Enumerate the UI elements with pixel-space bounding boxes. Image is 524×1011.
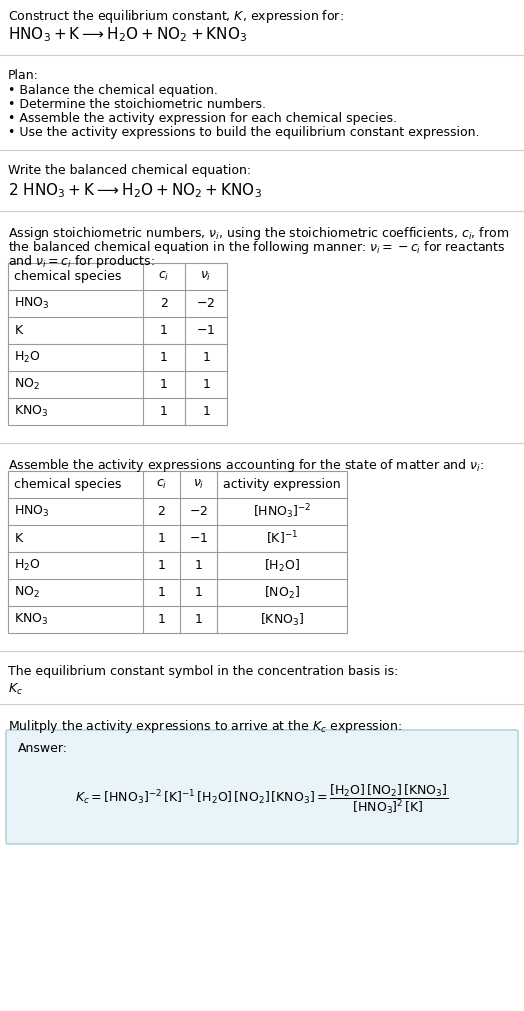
Text: Assign stoichiometric numbers, $\nu_i$, using the stoichiometric coefficients, $: Assign stoichiometric numbers, $\nu_i$, … [8,225,509,242]
Text: 1: 1 [160,405,168,418]
Text: $\nu_i$: $\nu_i$ [193,478,204,491]
Text: $-2$: $-2$ [196,297,215,310]
Text: $[\mathrm{NO_2}]$: $[\mathrm{NO_2}]$ [264,584,300,601]
Text: Plan:: Plan: [8,69,39,82]
Text: $1$: $1$ [194,559,203,572]
Text: $-2$: $-2$ [189,506,208,518]
Text: 1: 1 [158,559,166,572]
Text: $\mathrm{H_2O}$: $\mathrm{H_2O}$ [14,350,40,365]
Text: • Balance the chemical equation.: • Balance the chemical equation. [8,84,218,97]
Text: $\mathrm{NO_2}$: $\mathrm{NO_2}$ [14,585,40,601]
Text: chemical species: chemical species [14,270,122,283]
Text: activity expression: activity expression [223,478,341,491]
Text: • Assemble the activity expression for each chemical species.: • Assemble the activity expression for e… [8,112,397,125]
Text: $[\mathrm{K}]^{-1}$: $[\mathrm{K}]^{-1}$ [266,530,298,547]
Text: The equilibrium constant symbol in the concentration basis is:: The equilibrium constant symbol in the c… [8,665,398,678]
Text: 2: 2 [158,506,166,518]
Text: $\mathrm{KNO_3}$: $\mathrm{KNO_3}$ [14,404,48,419]
Text: $[\mathrm{HNO_3}]^{-2}$: $[\mathrm{HNO_3}]^{-2}$ [253,502,311,521]
Text: $-1$: $-1$ [189,532,208,545]
Text: $\mathrm{K}$: $\mathrm{K}$ [14,324,25,337]
FancyBboxPatch shape [6,730,518,844]
Text: and $\nu_i = c_i$ for products:: and $\nu_i = c_i$ for products: [8,253,155,270]
Text: $\mathrm{KNO_3}$: $\mathrm{KNO_3}$ [14,612,48,627]
Text: $1$: $1$ [194,613,203,626]
Text: 2: 2 [160,297,168,310]
Text: $[\mathrm{KNO_3}]$: $[\mathrm{KNO_3}]$ [260,612,304,628]
Text: $1$: $1$ [202,378,210,391]
Text: chemical species: chemical species [14,478,122,491]
Text: Answer:: Answer: [18,742,68,755]
Text: $-1$: $-1$ [196,324,215,337]
Text: $[\mathrm{H_2O}]$: $[\mathrm{H_2O}]$ [264,557,300,573]
Text: 1: 1 [158,586,166,599]
Bar [8,263,227,425]
Text: $c_i$: $c_i$ [158,270,170,283]
Text: • Use the activity expressions to build the equilibrium constant expression.: • Use the activity expressions to build … [8,126,479,139]
Text: Assemble the activity expressions accounting for the state of matter and $\nu_i$: Assemble the activity expressions accoun… [8,457,484,474]
Text: the balanced chemical equation in the following manner: $\nu_i = -c_i$ for react: the balanced chemical equation in the fo… [8,239,506,256]
Text: $\nu_i$: $\nu_i$ [200,270,212,283]
Text: $\mathrm{HNO_3}$: $\mathrm{HNO_3}$ [14,296,50,311]
Text: $\mathrm{K}$: $\mathrm{K}$ [14,532,25,545]
Text: $c_i$: $c_i$ [156,478,167,491]
Text: • Determine the stoichiometric numbers.: • Determine the stoichiometric numbers. [8,98,266,111]
Text: 1: 1 [158,613,166,626]
Text: $\mathrm{H_2O}$: $\mathrm{H_2O}$ [14,558,40,573]
Text: $K_c$: $K_c$ [8,682,23,698]
Bar [8,471,347,633]
Text: 1: 1 [160,324,168,337]
Text: Write the balanced chemical equation:: Write the balanced chemical equation: [8,164,251,177]
Text: 1: 1 [160,351,168,364]
Text: Mulitply the activity expressions to arrive at the $K_c$ expression:: Mulitply the activity expressions to arr… [8,718,402,735]
Text: $\mathrm{2\ HNO_3 + K \longrightarrow H_2O + NO_2 + KNO_3}$: $\mathrm{2\ HNO_3 + K \longrightarrow H_… [8,181,262,200]
Text: Construct the equilibrium constant, $K$, expression for:: Construct the equilibrium constant, $K$,… [8,8,344,25]
Text: $K_c = [\mathrm{HNO_3}]^{-2}\,[\mathrm{K}]^{-1}\,[\mathrm{H_2O}]\,[\mathrm{NO_2}: $K_c = [\mathrm{HNO_3}]^{-2}\,[\mathrm{K… [75,783,449,816]
Text: $\mathrm{NO_2}$: $\mathrm{NO_2}$ [14,377,40,392]
Text: $1$: $1$ [202,351,210,364]
Text: $1$: $1$ [194,586,203,599]
Text: 1: 1 [158,532,166,545]
Text: $\mathrm{HNO_3}$: $\mathrm{HNO_3}$ [14,503,50,519]
Text: 1: 1 [160,378,168,391]
Text: $\mathrm{HNO_3 + K \longrightarrow H_2O + NO_2 + KNO_3}$: $\mathrm{HNO_3 + K \longrightarrow H_2O … [8,25,247,43]
Text: $1$: $1$ [202,405,210,418]
